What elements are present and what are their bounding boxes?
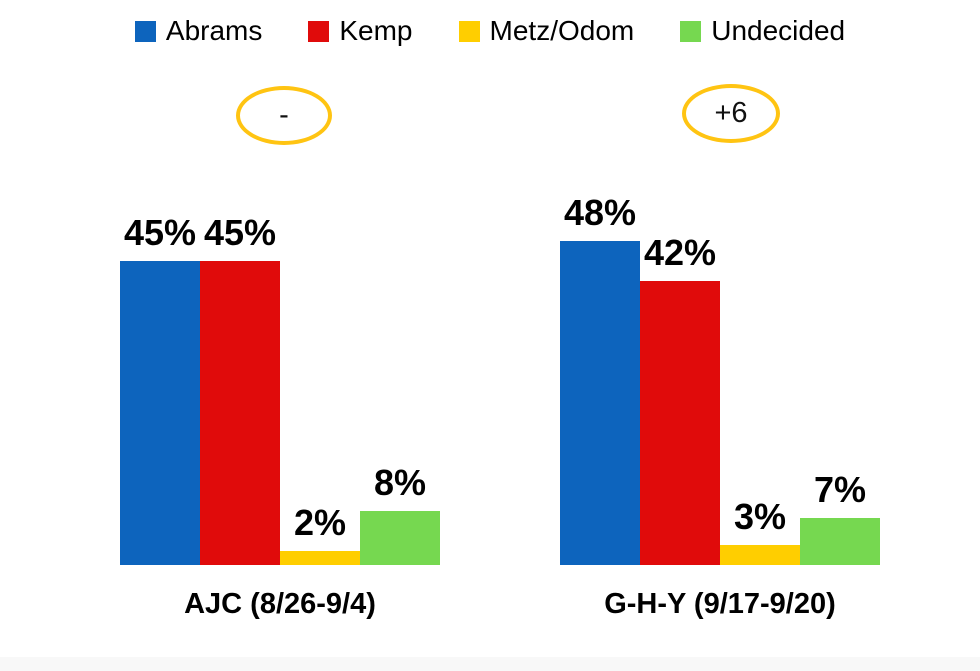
bar-metz-odom: [280, 551, 360, 565]
bar-undecided: [800, 518, 880, 565]
legend-item-abrams: Abrams: [134, 15, 263, 46]
bar-cell-kemp: 45%: [200, 215, 280, 565]
bar-cell-undecided: 7%: [800, 472, 880, 565]
bar-cell-metz-odom: 3%: [720, 499, 800, 565]
bar-value-label: 42%: [643, 232, 717, 273]
bar-undecided: [360, 511, 440, 565]
bar-value-label: 3%: [733, 496, 787, 537]
legend-swatch-undecided: [680, 20, 702, 42]
bar-abrams: [560, 241, 640, 565]
legend: Abrams Kemp Metz/Odom Undecided: [0, 17, 980, 45]
legend-label-undecided: Undecided: [711, 15, 846, 46]
legend-swatch-kemp: [308, 20, 330, 42]
annotation-ellipse-right: +6: [682, 84, 780, 143]
annotation-text-left: -: [279, 99, 289, 131]
bar-metz-odom: [720, 545, 800, 565]
legend-label-abrams: Abrams: [165, 15, 263, 46]
bar-cell-metz-odom: 2%: [280, 505, 360, 565]
bar-cell-kemp: 42%: [640, 235, 720, 565]
legend-label-kemp: Kemp: [339, 15, 413, 46]
bar-value-label: 2%: [293, 502, 347, 543]
bar-value-label: 45%: [123, 212, 197, 253]
bar-group-ajc: 45% 45% 2% 8%: [120, 215, 440, 565]
bar-value-label: 45%: [203, 212, 277, 253]
annotation-text-right: +6: [714, 97, 748, 129]
bar-value-label: 48%: [563, 192, 637, 233]
legend-swatch-abrams: [134, 20, 156, 42]
legend-item-undecided: Undecided: [680, 17, 845, 45]
bar-cell-undecided: 8%: [360, 465, 440, 565]
bar-kemp: [640, 281, 720, 565]
bottom-strip: [0, 657, 980, 671]
bar-cell-abrams: 48%: [560, 195, 640, 565]
bar-value-label: 7%: [813, 469, 867, 510]
axis-label-ajc: AJC (8/26-9/4): [184, 588, 376, 620]
bar-kemp: [200, 261, 280, 565]
legend-label-metz-odom: Metz/Odom: [489, 15, 635, 46]
bar-value-label: 8%: [373, 462, 427, 503]
annotation-ellipse-left: -: [236, 86, 332, 145]
legend-item-metz-odom: Metz/Odom: [458, 15, 635, 46]
legend-item-kemp: Kemp: [308, 15, 413, 46]
axis-label-ghy: G-H-Y (9/17-9/20): [604, 588, 836, 620]
bar-abrams: [120, 261, 200, 565]
bar-cell-abrams: 45%: [120, 215, 200, 565]
bar-group-ghy: 48% 42% 3% 7%: [560, 195, 880, 565]
legend-swatch-metz-odom: [458, 20, 480, 42]
